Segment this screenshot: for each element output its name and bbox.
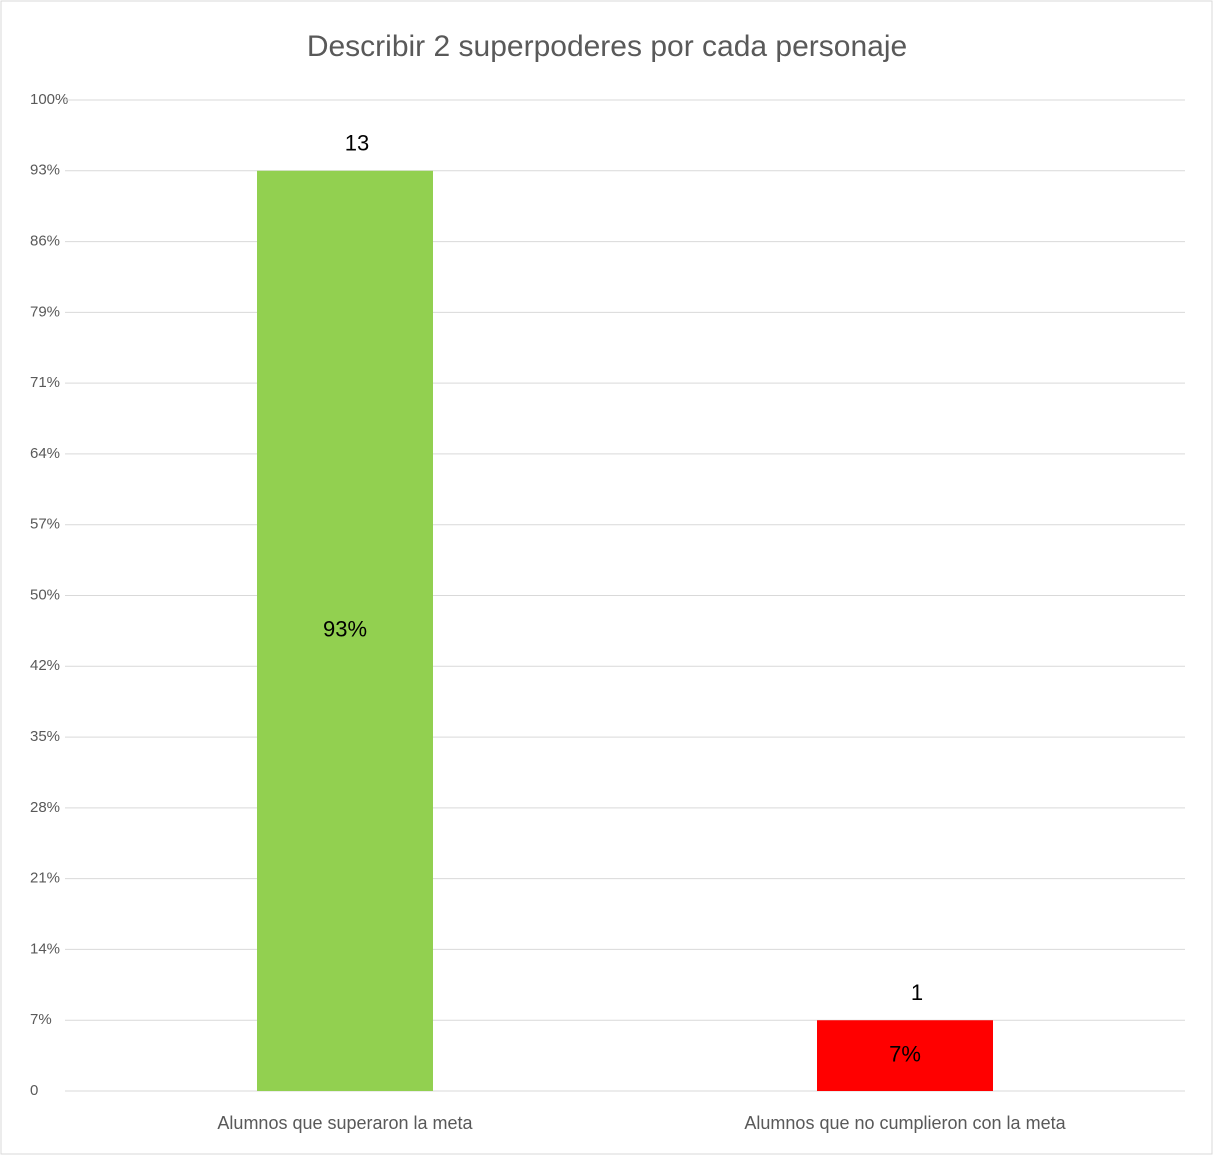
count-label: 1 — [911, 980, 923, 1005]
y-tick-label: 28% — [30, 799, 60, 816]
y-tick-label: 14% — [30, 940, 60, 957]
y-tick-label: 79% — [30, 303, 60, 320]
count-label: 13 — [345, 131, 369, 156]
y-tick-label: 7% — [30, 1011, 52, 1028]
y-tick-label: 0 — [30, 1082, 38, 1099]
y-tick-label: 57% — [30, 516, 60, 533]
y-tick-label: 93% — [30, 162, 60, 179]
bar — [817, 1020, 993, 1091]
x-tick-label: Alumnos que superaron la meta — [217, 1113, 473, 1133]
y-tick-label: 50% — [30, 586, 60, 603]
y-tick-label: 42% — [30, 657, 60, 674]
chart-title: Describir 2 superpoderes por cada person… — [307, 30, 907, 63]
y-tick-label: 100% — [30, 91, 68, 108]
value-label: 93% — [323, 617, 367, 642]
value-label: 7% — [889, 1041, 921, 1066]
y-tick-label: 71% — [30, 374, 60, 391]
y-tick-label: 64% — [30, 445, 60, 462]
y-tick-label: 21% — [30, 870, 60, 887]
y-tick-label: 86% — [30, 233, 60, 250]
x-tick-label: Alumnos que no cumplieron con la meta — [744, 1113, 1066, 1133]
bar — [257, 170, 433, 1092]
y-tick-label: 35% — [30, 728, 60, 745]
